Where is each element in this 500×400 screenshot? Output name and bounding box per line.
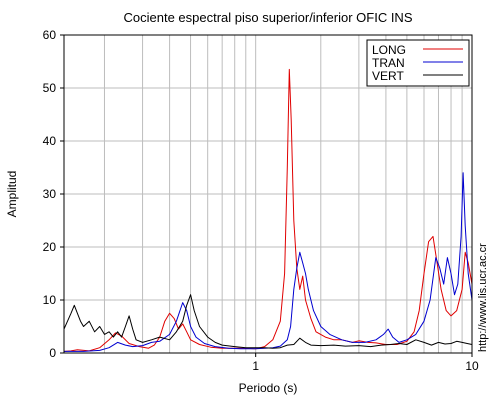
legend-label-vert: VERT [372,69,404,83]
series-line-long [63,68,473,352]
watermark-url: http://www.lis.ucr.ac.cr [477,243,489,352]
axis-ticks: 0 10 20 30 40 50 60 1 10 [43,28,479,373]
legend-label-long: LONG [372,43,406,57]
x-tick-label: 1 [252,359,259,373]
x-tick-label: 10 [465,359,479,373]
y-tick-label: 50 [43,81,57,95]
y-tick-label: 60 [43,28,57,42]
x-axis-label: Periodo (s) [239,381,298,395]
series-line-tran [64,172,473,352]
series-layer [63,68,473,352]
grid [64,35,472,353]
series-line-vert [63,294,473,349]
y-tick-label: 40 [43,134,57,148]
y-axis-label: Amplitud [5,171,19,218]
y-tick-label: 30 [43,187,57,201]
y-tick-label: 0 [49,346,56,360]
y-tick-label: 20 [43,240,57,254]
legend-label-tran: TRAN [372,56,405,70]
legend-box [366,39,470,87]
chart-title: Cociente espectral piso superior/inferio… [123,10,412,25]
y-tick-label: 10 [43,293,57,307]
